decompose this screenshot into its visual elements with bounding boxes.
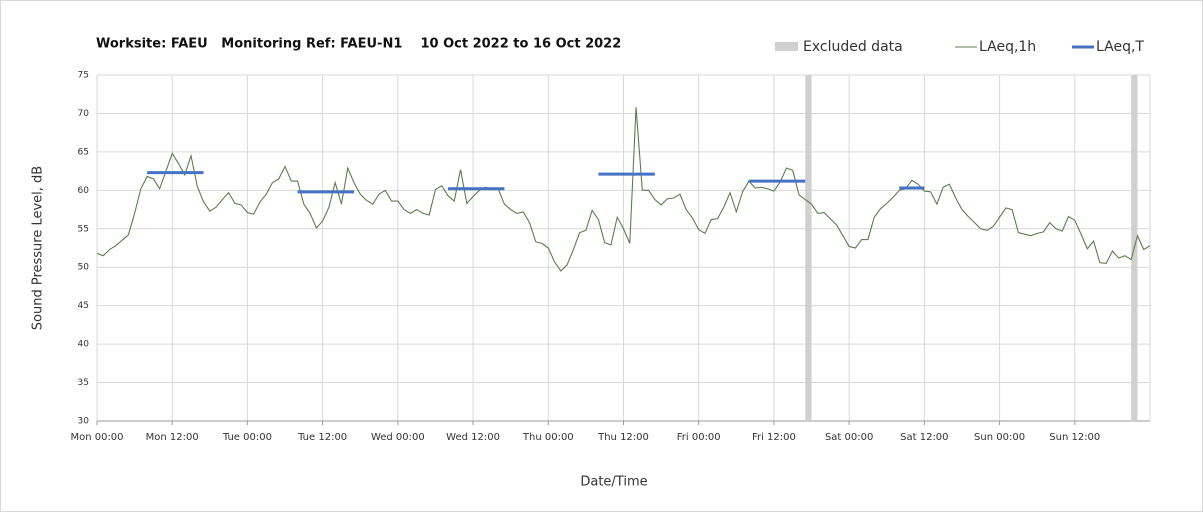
legend: Excluded data LAeq,1h LAeq,T xyxy=(775,39,1144,55)
x-tick-label: Tue 12:00 xyxy=(297,432,347,443)
y-axis-title: Sound Pressure Level, dB xyxy=(31,166,46,330)
x-tick-label: Sat 00:00 xyxy=(825,432,873,443)
x-tick-label: Sun 00:00 xyxy=(974,432,1025,443)
x-tick-label: Wed 00:00 xyxy=(371,432,425,443)
y-tick-label: 40 xyxy=(78,340,90,350)
legend-swatch xyxy=(775,42,798,51)
y-tick-label: 75 xyxy=(78,71,89,81)
x-tick-label: Mon 12:00 xyxy=(146,432,199,443)
y-tick-label: 30 xyxy=(78,417,90,427)
y-tick-label: 45 xyxy=(78,301,89,311)
x-axis-title: Date/Time xyxy=(580,475,647,490)
y-tick-label: 55 xyxy=(78,224,89,234)
y-tick-label: 65 xyxy=(78,147,89,157)
x-tick-label: Thu 00:00 xyxy=(522,432,574,443)
x-tick-label: Fri 12:00 xyxy=(752,432,796,443)
legend-label: LAeq,T xyxy=(1096,39,1144,55)
line-series xyxy=(96,107,1151,272)
x-tick-label: Tue 00:00 xyxy=(222,432,272,443)
chart-title: Worksite: FAEU Monitoring Ref: FAEU-N1 1… xyxy=(96,37,621,52)
x-tick-label: Mon 00:00 xyxy=(70,432,123,443)
y-tick-label: 60 xyxy=(78,186,90,196)
x-tick-label: Fri 00:00 xyxy=(677,432,721,443)
y-tick-label: 50 xyxy=(78,263,90,273)
x-tick-label: Wed 12:00 xyxy=(446,432,500,443)
y-tick-label: 35 xyxy=(78,378,89,388)
y-tick-label: 70 xyxy=(78,109,90,119)
plot-area: 30 35 40 45 50 55 60 65 70 75 Mon 00:00 Mon 12:00 Tu… xyxy=(70,71,1151,443)
x-tick-label: Sun 12:00 xyxy=(1049,432,1100,443)
legend-label: Excluded data xyxy=(803,39,903,55)
x-tick-label: Sat 12:00 xyxy=(900,432,948,443)
excluded-band xyxy=(805,75,812,421)
legend-label: LAeq,1h xyxy=(979,39,1036,55)
x-tick-label: Thu 12:00 xyxy=(597,432,649,443)
